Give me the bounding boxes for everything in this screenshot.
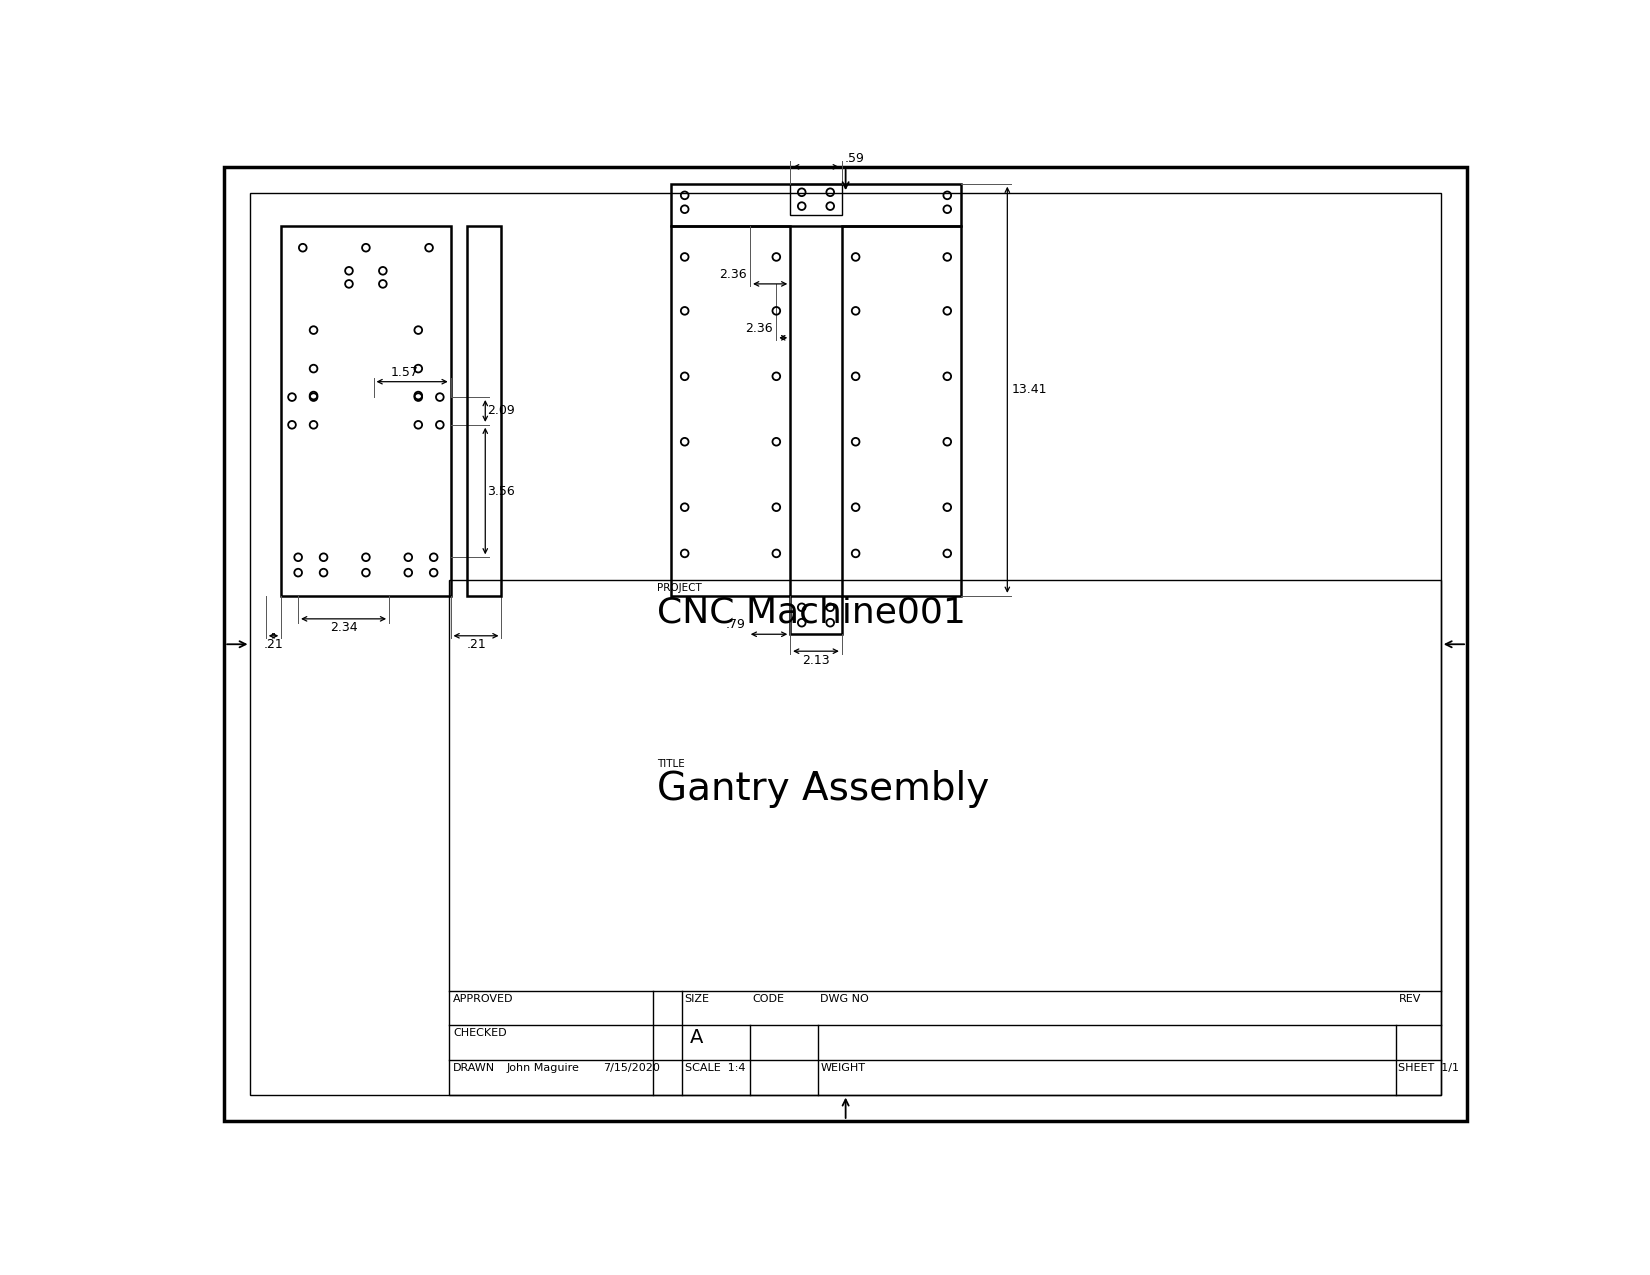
Text: 13.41: 13.41 xyxy=(1011,384,1046,397)
Text: .59: .59 xyxy=(845,152,865,164)
Bar xyxy=(449,580,1440,1095)
Text: CNC Machine001: CNC Machine001 xyxy=(657,595,965,630)
Text: DWG NO: DWG NO xyxy=(820,993,870,1003)
Bar xyxy=(280,226,450,595)
Text: A: A xyxy=(690,1028,703,1047)
Bar xyxy=(672,226,790,595)
Text: Gantry Assembly: Gantry Assembly xyxy=(657,770,990,808)
Bar xyxy=(790,184,842,215)
Text: PROJECT: PROJECT xyxy=(657,584,701,593)
Text: CHECKED: CHECKED xyxy=(452,1029,507,1039)
Text: SIZE: SIZE xyxy=(685,993,710,1003)
Text: CODE: CODE xyxy=(752,993,784,1003)
Text: 2.09: 2.09 xyxy=(488,404,515,417)
Text: 2.34: 2.34 xyxy=(330,621,358,634)
Text: 1.57: 1.57 xyxy=(391,366,419,380)
Text: John Maguire: John Maguire xyxy=(507,1063,579,1074)
Bar xyxy=(790,595,842,634)
Text: 3.56: 3.56 xyxy=(488,484,515,497)
Bar xyxy=(842,226,960,595)
Text: WEIGHT: WEIGHT xyxy=(820,1063,865,1074)
Text: .79: .79 xyxy=(726,618,746,631)
Bar xyxy=(467,226,502,595)
Text: TITLE: TITLE xyxy=(657,759,685,769)
Text: DRAWN: DRAWN xyxy=(452,1063,495,1074)
Bar xyxy=(672,184,960,226)
Text: 7/15/2020: 7/15/2020 xyxy=(604,1063,660,1074)
Text: 2.36: 2.36 xyxy=(744,321,772,335)
Text: REV: REV xyxy=(1399,993,1421,1003)
Text: 2.13: 2.13 xyxy=(802,654,830,667)
Text: SHEET  1/1: SHEET 1/1 xyxy=(1399,1063,1460,1074)
Text: 2.36: 2.36 xyxy=(719,268,746,280)
Text: .21: .21 xyxy=(264,638,284,652)
Text: .21: .21 xyxy=(467,638,485,652)
Text: SCALE  1:4: SCALE 1:4 xyxy=(685,1063,746,1074)
Text: APPROVED: APPROVED xyxy=(452,993,513,1003)
